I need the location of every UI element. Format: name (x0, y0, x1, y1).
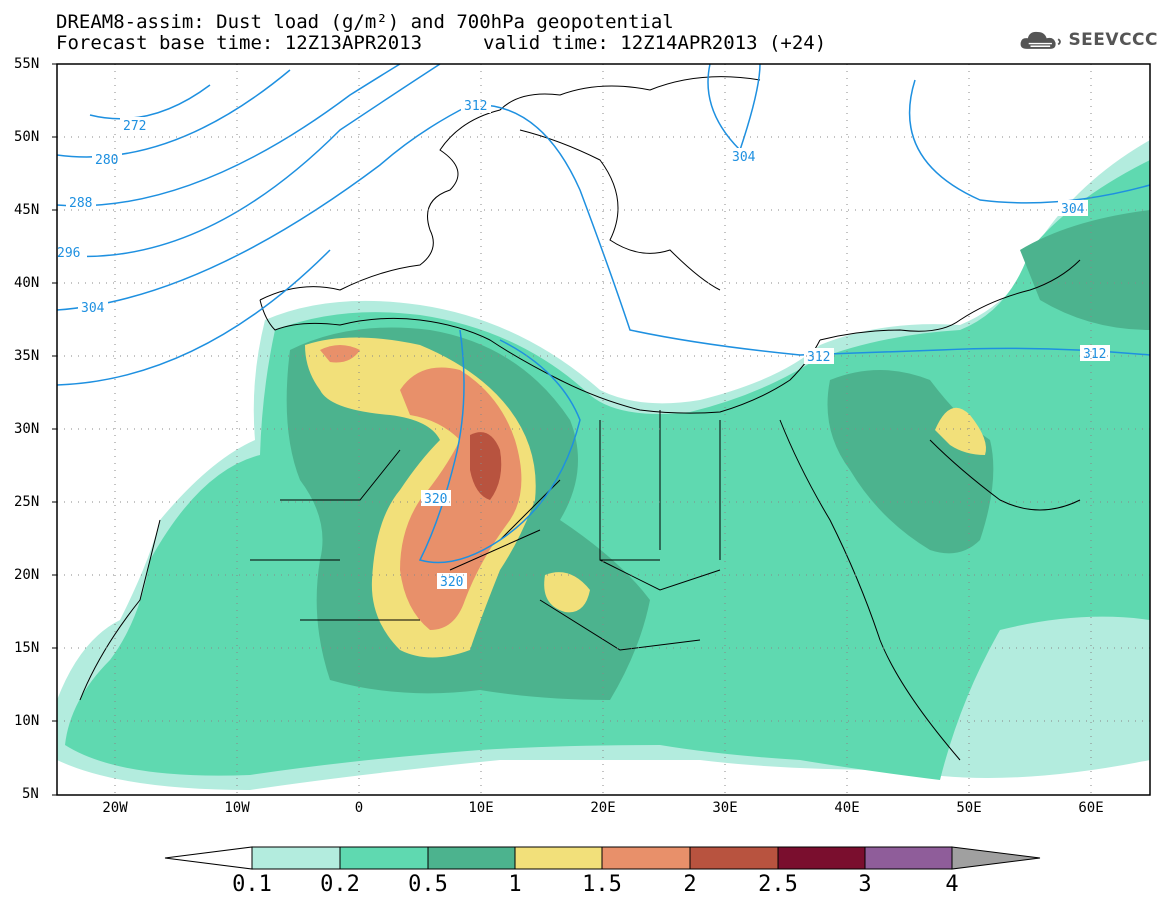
colorbar-label: 0.5 (408, 872, 448, 897)
svg-text:296: 296 (57, 246, 80, 261)
colorbar-label: 3 (858, 872, 872, 897)
lon-label: 30E (712, 800, 738, 816)
lon-label: 10W (224, 800, 250, 816)
lat-label: 35N (14, 348, 40, 364)
dust-level-1 (935, 407, 986, 455)
lat-label: 50N (14, 129, 40, 145)
colorbar-label: 4 (945, 872, 959, 897)
lon-label: 60E (1078, 800, 1104, 816)
lon-label: 40E (834, 800, 860, 816)
svg-text:312: 312 (807, 350, 830, 365)
coastlines (79, 76, 1081, 761)
dust-level-2 (470, 432, 502, 500)
svg-text:304: 304 (81, 301, 105, 316)
lat-label: 15N (14, 640, 40, 656)
valid-time: valid time: 12Z14APR2013 (+24) (483, 32, 827, 54)
lon-label: 10E (468, 800, 494, 816)
svg-text:288: 288 (69, 196, 92, 211)
cloud-logo-icon (1020, 31, 1061, 49)
axis-ticks (52, 63, 57, 796)
svg-text:272: 272 (123, 119, 146, 134)
lat-label: 10N (14, 713, 40, 729)
colorbar-label: 0.1 (232, 872, 272, 897)
seevccc-logo: SEEVCCC (1018, 25, 1158, 55)
lon-label: 20E (590, 800, 616, 816)
lat-label: 5N (22, 786, 39, 802)
svg-text:312: 312 (464, 99, 487, 114)
colorbar-label: 2.5 (758, 872, 798, 897)
lat-label: 40N (14, 275, 40, 291)
colorbar-label: 1 (508, 872, 522, 897)
forecast-base-time: Forecast base time: 12Z13APR2013 (56, 32, 423, 54)
lon-label: 50E (956, 800, 982, 816)
lat-label: 25N (14, 494, 40, 510)
logo-text: SEEVCCC (1068, 30, 1158, 50)
graticule (57, 64, 1150, 795)
dust-level-1.5 (320, 345, 360, 363)
lat-label: 20N (14, 567, 40, 583)
svg-text:320: 320 (440, 575, 463, 590)
dust-level-1 (544, 572, 590, 613)
map-title: DREAM8-assim: Dust load (g/m²) and 700hP… (56, 11, 674, 33)
lon-label: 20W (102, 800, 128, 816)
colorbar-label: 1.5 (582, 872, 622, 897)
lon-label: 0 (354, 800, 364, 816)
dust-level-0.5 (1020, 210, 1150, 330)
colorbar-label: 2 (683, 872, 697, 897)
colorbar-label: 0.2 (320, 872, 360, 897)
dust-level-1.5 (400, 367, 522, 630)
lat-label: 30N (14, 421, 40, 437)
lat-label: 45N (14, 202, 40, 218)
svg-text:312: 312 (1083, 347, 1106, 362)
svg-text:320: 320 (424, 492, 447, 507)
geopotential-contours (56, 63, 1151, 564)
svg-text:304: 304 (732, 150, 756, 165)
svg-text:280: 280 (95, 153, 118, 168)
lat-label: 55N (14, 56, 40, 72)
